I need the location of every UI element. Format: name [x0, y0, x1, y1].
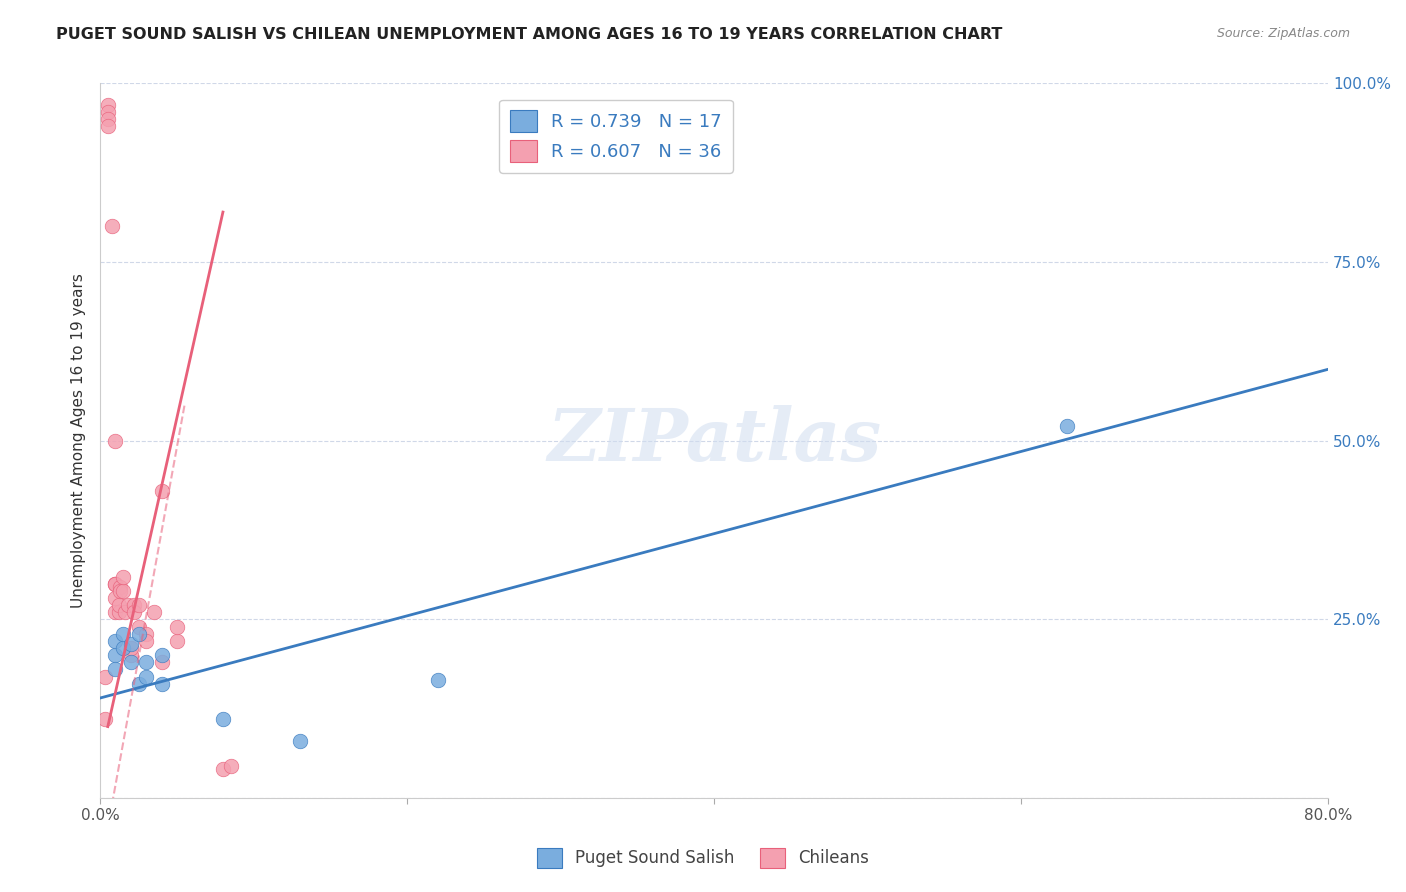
- Point: [104, 648, 127, 662]
- Point: [120, 637, 142, 651]
- Point: [135, 669, 157, 683]
- Point: [104, 434, 127, 448]
- Point: [426, 673, 449, 688]
- Point: [104, 605, 127, 619]
- Point: [122, 605, 145, 619]
- Point: [166, 619, 188, 633]
- Point: [128, 626, 150, 640]
- Point: [135, 633, 157, 648]
- Point: [150, 483, 173, 498]
- Point: [135, 655, 157, 669]
- Point: [128, 598, 150, 612]
- Point: [288, 734, 311, 748]
- Point: [219, 759, 242, 773]
- Point: [112, 583, 135, 598]
- Text: Source: ZipAtlas.com: Source: ZipAtlas.com: [1216, 27, 1350, 40]
- Point: [212, 713, 235, 727]
- Point: [1056, 419, 1078, 434]
- Point: [104, 576, 127, 591]
- Point: [104, 633, 127, 648]
- Point: [93, 669, 115, 683]
- Point: [135, 626, 157, 640]
- Point: [117, 598, 139, 612]
- Point: [97, 120, 120, 134]
- Legend: R = 0.739   N = 17, R = 0.607   N = 36: R = 0.739 N = 17, R = 0.607 N = 36: [499, 100, 733, 172]
- Legend: Puget Sound Salish, Chileans: Puget Sound Salish, Chileans: [530, 841, 876, 875]
- Point: [142, 605, 165, 619]
- Point: [212, 763, 235, 777]
- Point: [114, 605, 136, 619]
- Point: [107, 605, 129, 619]
- Point: [101, 219, 124, 234]
- Text: PUGET SOUND SALISH VS CHILEAN UNEMPLOYMENT AMONG AGES 16 TO 19 YEARS CORRELATION: PUGET SOUND SALISH VS CHILEAN UNEMPLOYME…: [56, 27, 1002, 42]
- Y-axis label: Unemployment Among Ages 16 to 19 years: Unemployment Among Ages 16 to 19 years: [72, 273, 86, 608]
- Point: [104, 591, 127, 605]
- Point: [97, 98, 120, 112]
- Point: [104, 576, 127, 591]
- Point: [150, 655, 173, 669]
- Point: [150, 648, 173, 662]
- Point: [104, 662, 127, 676]
- Point: [107, 598, 129, 612]
- Point: [108, 583, 131, 598]
- Point: [93, 713, 115, 727]
- Point: [112, 569, 135, 583]
- Point: [150, 677, 173, 691]
- Point: [120, 655, 142, 669]
- Point: [112, 640, 135, 655]
- Point: [166, 633, 188, 648]
- Point: [128, 619, 150, 633]
- Point: [97, 112, 120, 127]
- Point: [120, 640, 142, 655]
- Point: [112, 626, 135, 640]
- Point: [120, 648, 142, 662]
- Point: [128, 677, 150, 691]
- Point: [104, 576, 127, 591]
- Point: [97, 105, 120, 120]
- Point: [122, 598, 145, 612]
- Point: [108, 580, 131, 594]
- Text: ZIPatlas: ZIPatlas: [547, 405, 882, 476]
